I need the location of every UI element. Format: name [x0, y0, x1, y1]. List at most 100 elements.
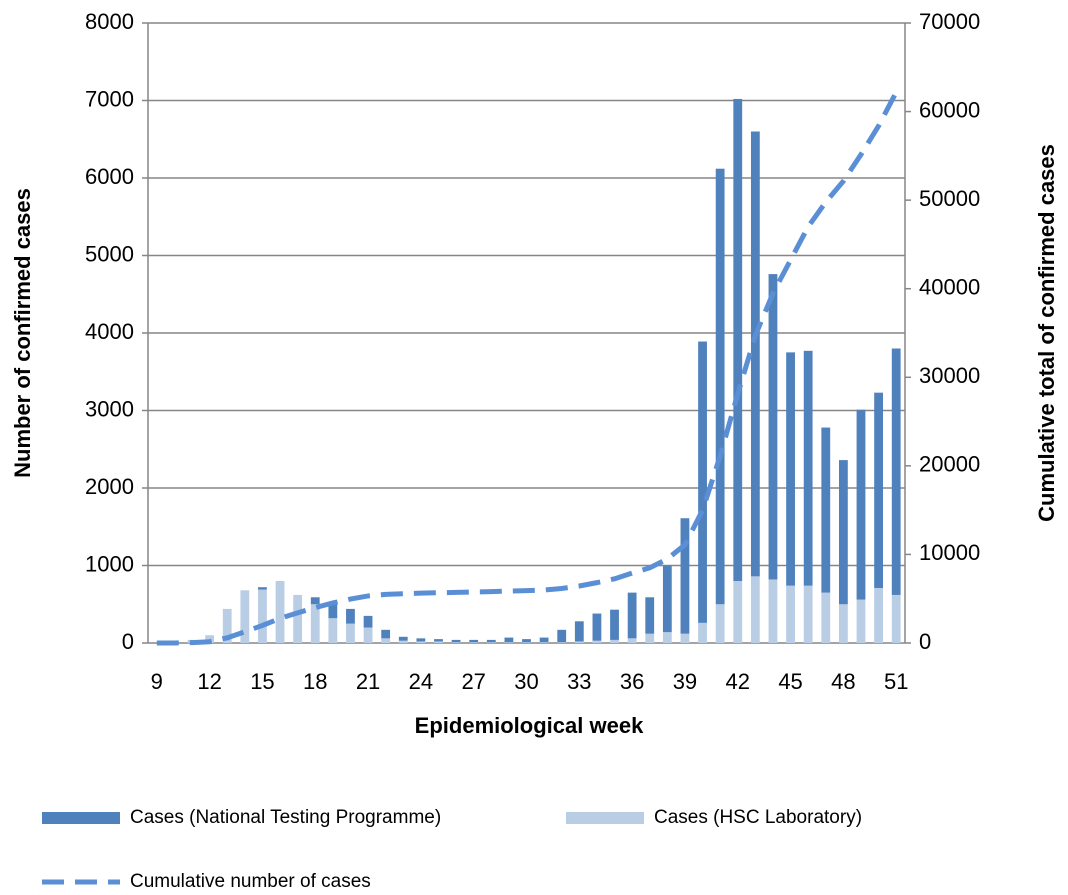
bar [539, 637, 549, 643]
bar [451, 639, 461, 643]
y-tick-label: 8000 [85, 9, 134, 34]
bar [662, 632, 672, 643]
bar [627, 592, 637, 639]
y-tick-label: 5000 [85, 241, 134, 266]
bar [838, 604, 848, 643]
x-tick-label: 27 [461, 669, 485, 694]
bar [451, 642, 461, 643]
bar [363, 627, 373, 643]
x-tick-label: 42 [726, 669, 750, 694]
bar [821, 592, 831, 643]
bar [698, 622, 707, 643]
bar [838, 460, 848, 605]
x-tick-label: 33 [567, 669, 591, 694]
bar [733, 581, 743, 643]
bar [346, 623, 355, 643]
bar [874, 392, 883, 588]
y-tick-label: 2000 [85, 474, 134, 499]
bar [891, 348, 901, 595]
bar [205, 635, 215, 643]
y2-axis-title: Cumulative total of confirmed cases [1034, 144, 1059, 522]
bar [786, 352, 795, 586]
y2-tick-label: 30000 [919, 363, 980, 388]
bar [574, 621, 584, 642]
bar [539, 642, 549, 643]
bar [504, 637, 514, 643]
bar [856, 599, 866, 643]
y2-tick-label: 10000 [919, 540, 980, 565]
bar [381, 638, 391, 643]
bar [275, 581, 285, 643]
bar [522, 642, 531, 643]
y2-tick-label: 20000 [919, 452, 980, 477]
bar [328, 618, 338, 643]
bar [434, 639, 443, 642]
bar [240, 590, 250, 643]
bar [557, 629, 567, 643]
bar [821, 427, 831, 593]
bar [434, 641, 443, 643]
x-tick-label: 45 [778, 669, 802, 694]
cumulative-line [156, 91, 899, 646]
y-axis-title: Number of confirmed cases [10, 188, 35, 478]
bar [610, 639, 619, 643]
bar [363, 615, 373, 628]
bar [768, 274, 778, 580]
bar [416, 641, 426, 643]
bar [803, 350, 813, 586]
bar [750, 576, 760, 643]
x-tick-label: 9 [151, 669, 163, 694]
y-tick-label: 1000 [85, 551, 134, 576]
bar [222, 608, 232, 643]
y-tick-label: 6000 [85, 164, 134, 189]
bar [398, 636, 408, 641]
legend-swatch [566, 812, 644, 824]
bar [328, 601, 338, 619]
legend-label: Cases (National Testing Programme) [130, 807, 441, 828]
y-tick-label: 3000 [85, 396, 134, 421]
bar [803, 585, 813, 643]
y-tick-label: 0 [122, 629, 134, 654]
bar [680, 633, 690, 643]
x-tick-label: 15 [250, 669, 274, 694]
bar [310, 604, 320, 643]
legend-label: Cumulative number of cases [130, 871, 371, 892]
y2-tick-label: 40000 [919, 275, 980, 300]
bar [627, 638, 637, 643]
bar [486, 639, 496, 643]
bar [891, 594, 901, 643]
y-tick-label: 4000 [85, 319, 134, 344]
bar [698, 341, 707, 623]
bar [592, 613, 602, 641]
bar [346, 608, 355, 624]
bar [662, 565, 672, 633]
bar [293, 594, 303, 643]
bar [557, 642, 567, 643]
x-tick-label: 36 [620, 669, 644, 694]
y2-tick-label: 50000 [919, 186, 980, 211]
bar [469, 639, 479, 643]
y2-tick-label: 70000 [919, 9, 980, 34]
bar [258, 589, 267, 643]
bar [856, 409, 866, 600]
x-tick-label: 48 [831, 669, 855, 694]
bar [645, 597, 655, 634]
x-tick-label: 21 [356, 669, 380, 694]
bar [381, 629, 391, 639]
bar [592, 640, 602, 643]
y2-tick-label: 0 [919, 629, 931, 654]
bar [680, 518, 690, 634]
bar [522, 639, 531, 643]
y2-tick-label: 60000 [919, 97, 980, 122]
x-tick-label: 30 [514, 669, 538, 694]
x-axis-title: Epidemiological week [415, 713, 644, 738]
bar [768, 579, 778, 643]
bar [504, 642, 514, 643]
legend-swatch [42, 812, 120, 824]
x-tick-label: 18 [303, 669, 327, 694]
x-tick-label: 24 [409, 669, 433, 694]
legend-label: Cases (HSC Laboratory) [654, 807, 862, 828]
bar [786, 585, 795, 643]
x-tick-label: 39 [673, 669, 697, 694]
bar [574, 641, 584, 643]
